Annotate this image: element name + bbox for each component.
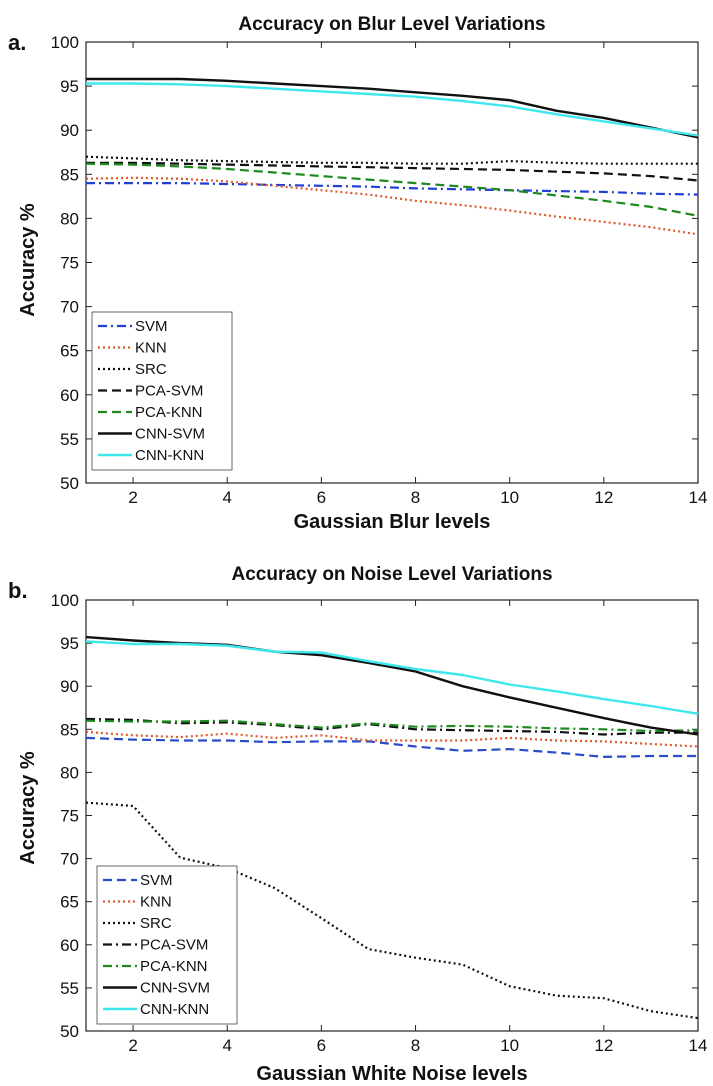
legend-label: SVM — [140, 872, 173, 889]
x-tick-label: 12 — [594, 488, 613, 507]
series-line-pca-knn — [85, 162, 699, 217]
y-tick-label: 95 — [60, 77, 79, 96]
y-tick-label: 100 — [51, 591, 79, 610]
x-tick-label: 14 — [689, 1036, 708, 1055]
panel-letter: b. — [8, 578, 28, 603]
x-tick-label: 4 — [222, 488, 231, 507]
legend-label: SVM — [135, 318, 168, 335]
y-tick-label: 50 — [60, 474, 79, 493]
chart-panel-noise: b. Accuracy on Noise Level Variations Ga… — [8, 564, 707, 1085]
x-tick-label: 2 — [128, 1036, 137, 1055]
legend: SVM KNN SRC PCA-SVM PCA-KNN CNN-SVM CNN-KNN — [91, 311, 233, 471]
legend-label: PCA-KNN — [140, 958, 208, 975]
x-tick-label: 14 — [689, 488, 708, 507]
y-tick-label: 85 — [60, 720, 79, 739]
legend-label: SRC — [140, 915, 172, 932]
legend-label: KNN — [140, 894, 172, 911]
y-tick-label: 80 — [60, 209, 79, 228]
legend-label: PCA-KNN — [135, 404, 203, 421]
chart-title: Accuracy on Blur Level Variations — [238, 14, 545, 35]
y-tick-label: 75 — [60, 254, 79, 273]
legend-label: SRC — [135, 361, 167, 378]
chart-title: Accuracy on Noise Level Variations — [231, 564, 552, 585]
x-axis-label: Gaussian White Noise levels — [256, 1063, 527, 1085]
series-line-src — [85, 801, 699, 1020]
x-axis-label: Gaussian Blur levels — [294, 511, 491, 533]
y-tick-label: 70 — [60, 850, 79, 869]
series-line-src — [85, 155, 698, 165]
y-tick-label: 90 — [60, 121, 79, 140]
legend-label: CNN-SVM — [140, 980, 210, 997]
y-tick-label: 60 — [60, 936, 79, 955]
y-tick-label: 100 — [51, 33, 79, 52]
y-axis-label: Accuracy % — [17, 751, 39, 865]
series-line-cnn-knn — [86, 82, 699, 137]
series-line-knn — [85, 730, 699, 748]
y-tick-label: 80 — [60, 763, 79, 782]
legend-box — [96, 865, 238, 1025]
series-line-svm — [85, 736, 698, 759]
y-tick-label: 70 — [60, 298, 79, 317]
y-tick-label: 55 — [60, 979, 79, 998]
x-tick-label: 2 — [128, 488, 137, 507]
legend-label: CNN-SVM — [135, 426, 205, 443]
legend-label: PCA-SVM — [140, 937, 208, 954]
series-line-pca-knn — [85, 719, 699, 733]
legend-label: PCA-SVM — [135, 383, 203, 400]
x-tick-label: 6 — [317, 488, 326, 507]
x-tick-label: 8 — [411, 1036, 420, 1055]
legend-label: CNN-KNN — [140, 1001, 209, 1018]
legend-label: KNN — [135, 340, 167, 357]
x-tick-label: 10 — [500, 488, 519, 507]
y-tick-label: 95 — [60, 634, 79, 653]
y-tick-label: 60 — [60, 386, 79, 405]
x-tick-label: 6 — [317, 1036, 326, 1055]
y-tick-label: 50 — [60, 1022, 79, 1041]
y-tick-label: 90 — [60, 677, 79, 696]
y-tick-label: 55 — [60, 430, 79, 449]
y-tick-label: 75 — [60, 807, 79, 826]
x-tick-label: 4 — [222, 1036, 231, 1055]
series-line-svm — [86, 182, 699, 196]
legend-label: CNN-KNN — [135, 447, 204, 464]
x-tick-label: 10 — [500, 1036, 519, 1055]
series-line-knn — [85, 176, 699, 236]
x-tick-label: 8 — [411, 488, 420, 507]
panel-letter: a. — [8, 30, 26, 55]
y-tick-label: 65 — [60, 342, 79, 361]
y-axis-label: Accuracy % — [17, 203, 39, 317]
y-tick-label: 85 — [60, 165, 79, 184]
series-line-pca-svm — [85, 717, 698, 736]
y-tick-label: 65 — [60, 893, 79, 912]
x-tick-label: 12 — [594, 1036, 613, 1055]
series-line-cnn-svm — [86, 77, 699, 139]
legend: SVM KNN SRC PCA-SVM PCA-KNN CNN-SVM CNN-KNN — [96, 865, 238, 1025]
series-line-pca-svm — [86, 161, 699, 182]
chart-panel-blur: a. Accuracy on Blur Level Variations Gau… — [8, 14, 707, 533]
series-line-cnn-knn — [85, 640, 699, 715]
